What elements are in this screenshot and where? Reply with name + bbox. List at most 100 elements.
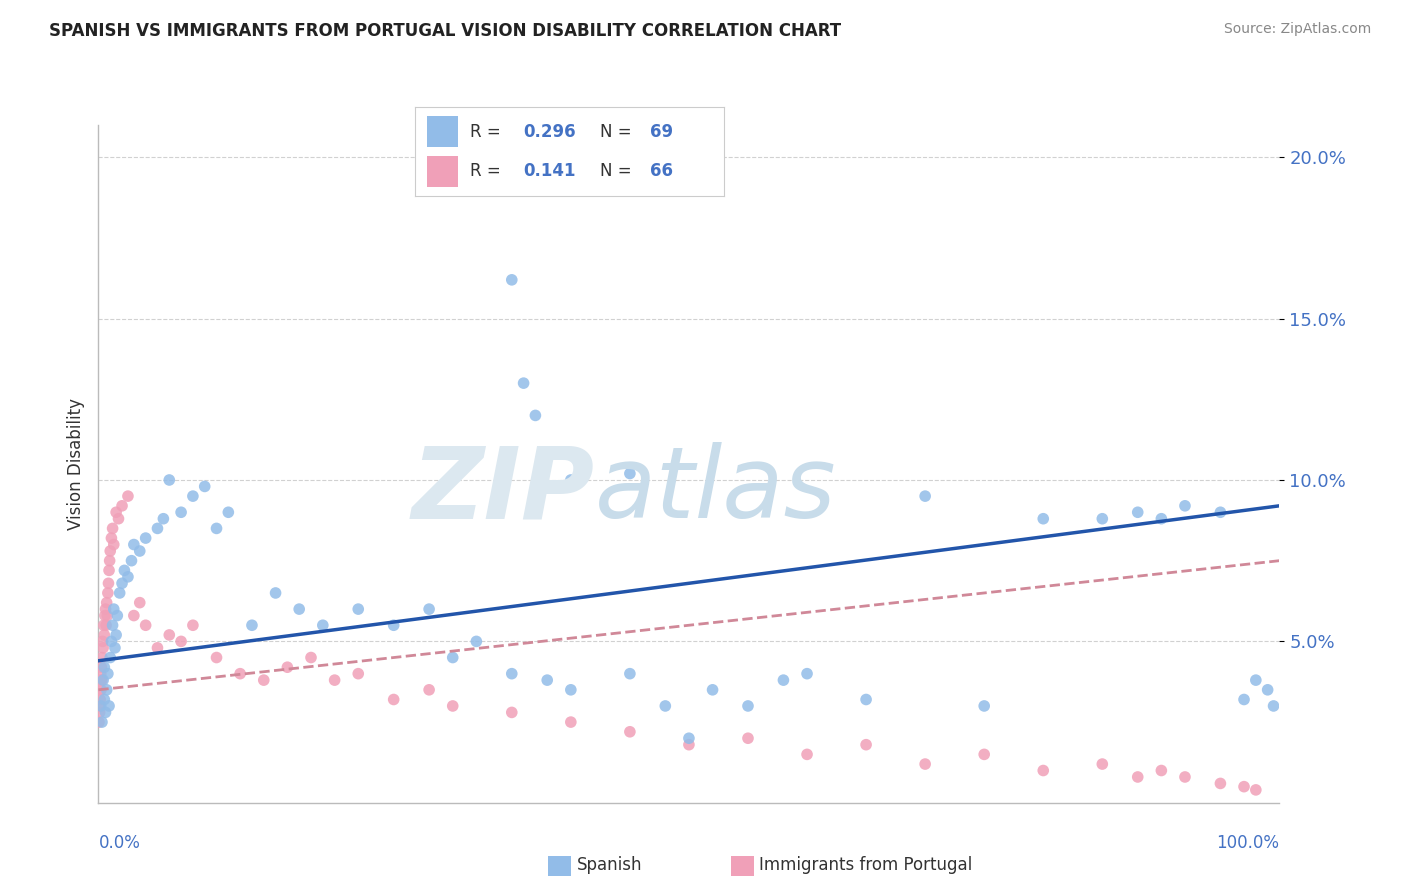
Point [89,692,111,706]
Point [170,505,193,519]
Point [654,698,676,713]
Point [128,596,150,610]
Text: SPANISH VS IMMIGRANTS FROM PORTUGAL VISION DISABILITY CORRELATION CHART: SPANISH VS IMMIGRANTS FROM PORTUGAL VISI… [49,22,841,40]
Point [347,602,370,616]
Point [1209,505,1232,519]
Point [89,682,111,697]
Point [94,608,117,623]
Point [93,692,115,706]
Point [1032,512,1054,526]
Point [97,666,120,681]
Point [973,698,995,713]
Point [98,554,121,568]
Point [855,692,877,706]
Point [117,489,139,503]
Point [1091,757,1114,772]
Point [512,376,534,391]
Text: Source: ZipAtlas.com: Source: ZipAtlas.com [1223,22,1371,37]
Point [619,467,641,481]
Point [560,715,582,730]
Point [121,554,143,568]
Point [441,650,464,665]
Point [323,673,346,687]
Point [194,479,217,493]
Point [97,586,120,600]
Point [152,512,174,526]
Point [108,586,131,600]
Point [135,618,157,632]
Text: N =: N = [600,123,637,141]
Text: 69: 69 [650,123,673,141]
Point [103,602,125,616]
Point [157,628,180,642]
Point [96,608,118,623]
Point [1174,770,1197,784]
Point [87,715,110,730]
Point [181,489,204,503]
Point [347,666,370,681]
Point [1244,783,1267,797]
Point [1233,692,1256,706]
Point [1209,776,1232,790]
Point [93,628,115,642]
Point [90,666,112,681]
Y-axis label: Vision Disability: Vision Disability [66,398,84,530]
Point [796,747,818,762]
Point [973,747,995,762]
Point [107,512,129,526]
Point [288,602,311,616]
Text: 0.141: 0.141 [523,162,575,180]
Point [1174,499,1197,513]
Point [1091,512,1114,526]
Point [253,673,276,687]
Point [122,537,145,551]
Point [264,586,287,600]
Text: 100.0%: 100.0% [1216,834,1279,852]
Point [1126,770,1149,784]
FancyBboxPatch shape [427,156,458,187]
Point [855,738,877,752]
Point [105,608,128,623]
Point [94,618,117,632]
Point [229,666,252,681]
Point [94,602,117,616]
Point [111,499,134,513]
Point [299,650,322,665]
Point [501,666,523,681]
Point [98,650,121,665]
Point [1126,505,1149,519]
Point [128,544,150,558]
Point [101,618,124,632]
Point [560,682,582,697]
Point [418,602,440,616]
Point [737,698,759,713]
Point [91,715,114,730]
Point [796,666,818,681]
Text: Immigrants from Portugal: Immigrants from Portugal [759,856,973,874]
Point [1032,764,1054,778]
Point [91,640,114,655]
Text: ZIP: ZIP [412,442,595,540]
Point [93,618,115,632]
Point [90,673,112,687]
Text: R =: R = [471,123,506,141]
Point [702,682,724,697]
Point [104,640,127,655]
Point [1150,512,1173,526]
Text: 66: 66 [650,162,673,180]
Point [678,738,700,752]
Point [1263,698,1285,713]
Point [101,521,124,535]
Point [157,473,180,487]
Point [90,698,112,713]
Point [619,666,641,681]
Point [170,634,193,648]
Point [1244,673,1267,687]
Point [93,660,115,674]
Point [100,531,122,545]
Point [94,706,117,720]
Point [146,640,169,655]
Point [536,673,558,687]
Point [89,698,111,713]
Point [465,634,488,648]
